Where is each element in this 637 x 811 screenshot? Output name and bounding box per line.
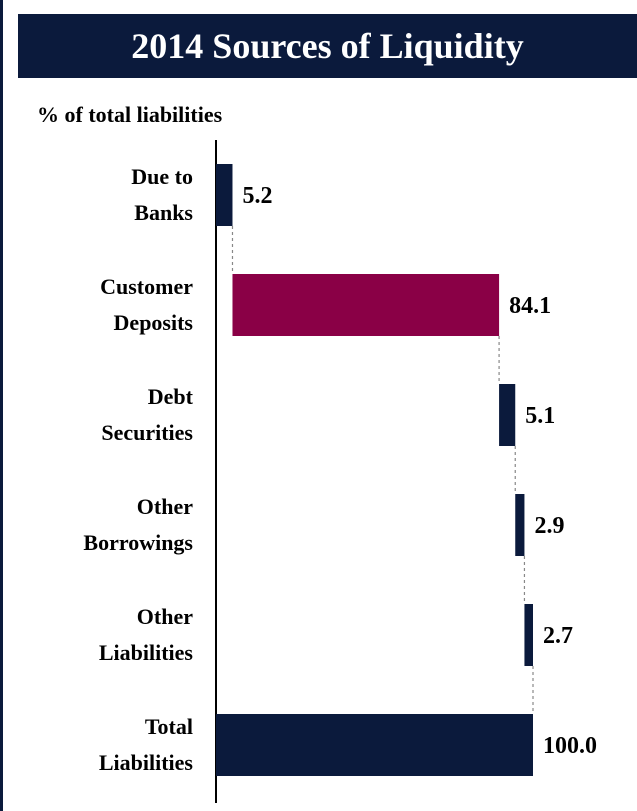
chart-title: 2014 Sources of Liquidity bbox=[131, 26, 524, 66]
value-label: 84.1 bbox=[509, 293, 551, 319]
chart-subtitle: % of total liabilities bbox=[37, 102, 223, 127]
value-label: 5.1 bbox=[525, 403, 555, 429]
bar-other-liabilities bbox=[524, 604, 533, 666]
category-label: Liabilities bbox=[99, 640, 194, 665]
value-label: 5.2 bbox=[242, 183, 272, 209]
category-label: Due to bbox=[131, 164, 193, 189]
category-label: Customer bbox=[100, 274, 193, 299]
bar-debt-securities bbox=[499, 384, 516, 446]
category-label: Other bbox=[137, 494, 193, 519]
bar-total-liabilities bbox=[216, 714, 533, 776]
bar-other-borrowings bbox=[515, 494, 525, 556]
chart-title-banner: 2014 Sources of Liquidity bbox=[18, 14, 637, 78]
category-label: Total bbox=[145, 714, 193, 739]
category-label: Banks bbox=[134, 200, 193, 225]
category-label: Debt bbox=[148, 384, 194, 409]
connector-lines bbox=[231, 226, 534, 714]
value-label: 100.0 bbox=[543, 733, 597, 759]
left-border bbox=[0, 0, 3, 811]
bars-group bbox=[216, 164, 533, 776]
bar-customer-deposits bbox=[232, 274, 500, 336]
category-label: Deposits bbox=[114, 310, 194, 335]
category-label: Borrowings bbox=[83, 530, 193, 555]
value-labels: 5.2 84.1 5.1 2.9 2.7 100.0 bbox=[242, 183, 597, 759]
category-label: Securities bbox=[101, 420, 193, 445]
category-labels: Due to Banks Customer Deposits Debt Securitie… bbox=[83, 164, 193, 775]
value-label: 2.7 bbox=[543, 623, 573, 649]
bar-due-to-banks bbox=[216, 164, 233, 226]
value-label: 2.9 bbox=[534, 513, 564, 539]
category-label: Liabilities bbox=[99, 750, 194, 775]
category-label: Other bbox=[137, 604, 193, 629]
